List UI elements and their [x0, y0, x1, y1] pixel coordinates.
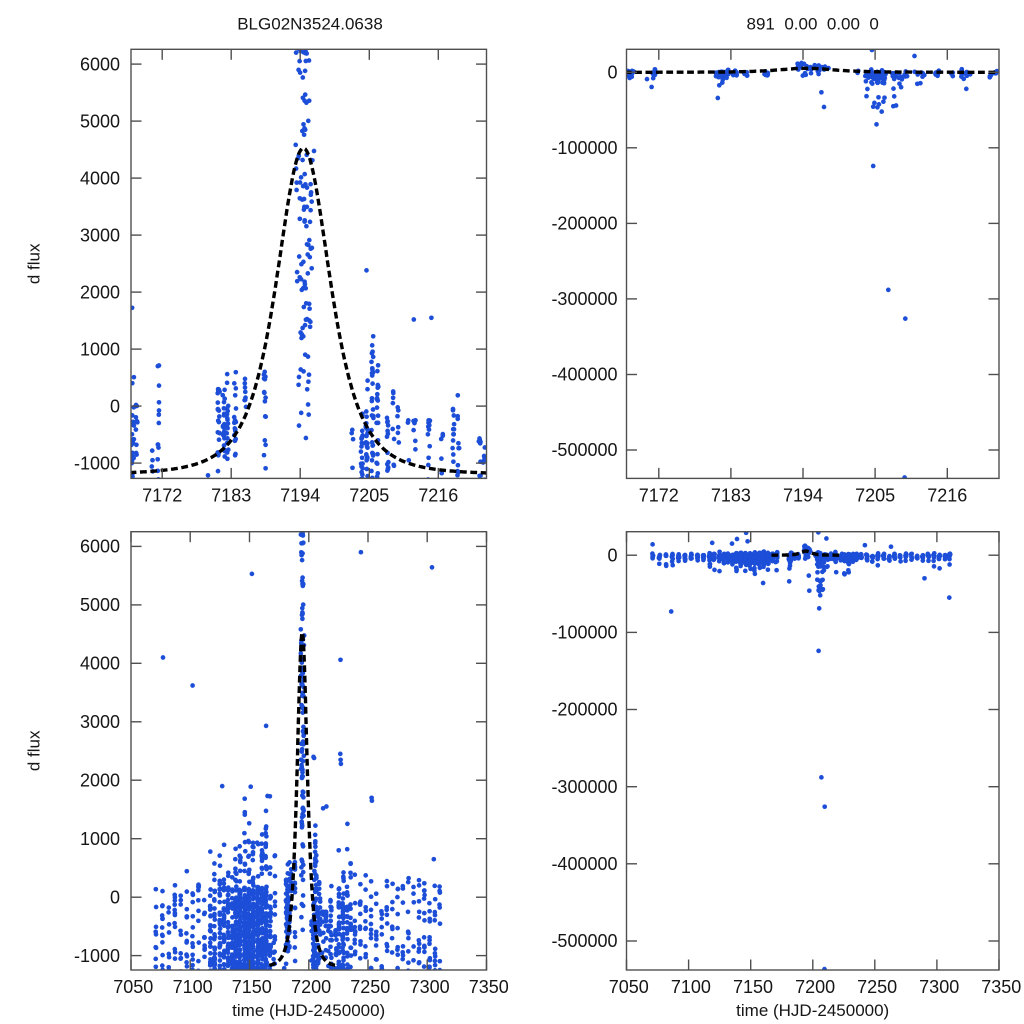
svg-text:-500000: -500000 — [551, 931, 617, 951]
svg-text:0: 0 — [607, 63, 617, 83]
svg-text:-200000: -200000 — [551, 700, 617, 720]
svg-text:7350: 7350 — [469, 977, 509, 997]
svg-text:7150: 7150 — [733, 977, 773, 997]
svg-text:4000: 4000 — [80, 654, 120, 674]
svg-text:-400000: -400000 — [551, 365, 617, 385]
svg-text:d flux: d flux — [25, 730, 44, 771]
svg-text:7250: 7250 — [350, 977, 390, 997]
svg-text:-1000: -1000 — [74, 453, 120, 473]
svg-text:4000: 4000 — [80, 168, 120, 188]
svg-text:5000: 5000 — [80, 595, 120, 615]
svg-text:7183: 7183 — [711, 486, 751, 506]
svg-text:1000: 1000 — [80, 829, 120, 849]
svg-text:3000: 3000 — [80, 712, 120, 732]
svg-text:7100: 7100 — [671, 977, 711, 997]
svg-text:7150: 7150 — [232, 977, 272, 997]
svg-text:-100000: -100000 — [551, 623, 617, 643]
svg-text:d flux: d flux — [25, 243, 44, 284]
svg-text:7172: 7172 — [142, 486, 182, 506]
svg-text:7050: 7050 — [113, 977, 153, 997]
svg-text:891 0.00 0.00 0: 891 0.00 0.00 0 — [747, 15, 879, 34]
svg-text:time (HJD-2450000): time (HJD-2450000) — [736, 1001, 889, 1020]
svg-text:2000: 2000 — [80, 282, 120, 302]
svg-text:7172: 7172 — [639, 486, 679, 506]
svg-text:-300000: -300000 — [551, 777, 617, 797]
svg-text:7194: 7194 — [280, 486, 320, 506]
svg-text:7250: 7250 — [857, 977, 897, 997]
svg-text:-1000: -1000 — [74, 946, 120, 966]
svg-text:7183: 7183 — [211, 486, 251, 506]
svg-text:0: 0 — [110, 887, 120, 907]
svg-text:7300: 7300 — [410, 977, 450, 997]
svg-text:BLG02N3524.0638: BLG02N3524.0638 — [237, 15, 383, 34]
svg-text:6000: 6000 — [80, 537, 120, 557]
svg-text:1000: 1000 — [80, 339, 120, 359]
svg-text:-200000: -200000 — [551, 214, 617, 234]
svg-text:0: 0 — [110, 396, 120, 416]
svg-text:-500000: -500000 — [551, 440, 617, 460]
svg-text:7216: 7216 — [927, 486, 967, 506]
svg-text:7194: 7194 — [783, 486, 823, 506]
svg-text:0: 0 — [607, 545, 617, 565]
svg-text:-100000: -100000 — [551, 138, 617, 158]
svg-text:7205: 7205 — [349, 486, 389, 506]
svg-text:-300000: -300000 — [551, 289, 617, 309]
svg-text:7205: 7205 — [855, 486, 895, 506]
svg-text:7050: 7050 — [609, 977, 649, 997]
svg-text:7200: 7200 — [291, 977, 331, 997]
svg-text:5000: 5000 — [80, 111, 120, 131]
svg-text:7100: 7100 — [173, 977, 213, 997]
svg-text:time (HJD-2450000): time (HJD-2450000) — [232, 1001, 385, 1020]
svg-text:3000: 3000 — [80, 225, 120, 245]
svg-text:7350: 7350 — [981, 977, 1021, 997]
svg-text:7300: 7300 — [919, 977, 959, 997]
svg-text:2000: 2000 — [80, 770, 120, 790]
svg-text:7200: 7200 — [795, 977, 835, 997]
svg-text:7216: 7216 — [418, 486, 458, 506]
svg-text:6000: 6000 — [80, 54, 120, 74]
svg-text:-400000: -400000 — [551, 854, 617, 874]
